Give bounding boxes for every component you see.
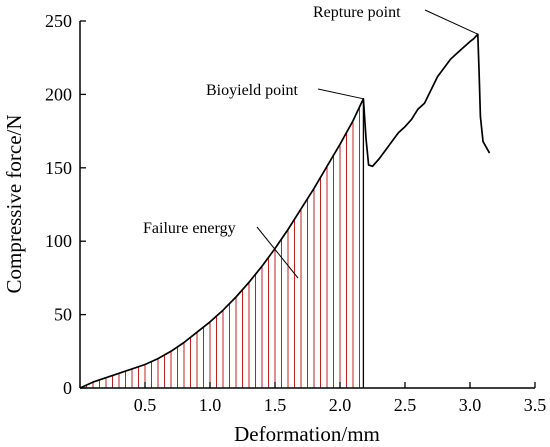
annotation-label: Bioyield point — [206, 82, 299, 99]
annotation-leader-line — [424, 9, 479, 35]
x-tick-label: 3.0 — [459, 395, 482, 415]
x-tick-label: 3.5 — [524, 395, 547, 415]
y-tick-label: 150 — [45, 158, 72, 178]
force-deformation-curve — [79, 33, 491, 389]
x-tick-label: 2.0 — [329, 395, 352, 415]
y-tick-label: 100 — [45, 231, 72, 251]
y-tick-label: 50 — [54, 305, 72, 325]
annotation-leader-line — [256, 226, 299, 279]
y-tick-label: 200 — [45, 84, 72, 104]
y-axis-title: Compressive force/N — [2, 114, 26, 293]
annotations: Bioyield point Repture point Failure energ… — [143, 4, 479, 279]
x-axis-title: Deformation/mm — [234, 422, 380, 446]
x-tick-label: 0.5 — [134, 395, 157, 415]
y-axis-ticks: 0 50 100 150 200 250 — [45, 11, 86, 398]
y-tick-label: 250 — [45, 11, 72, 31]
failure-energy-hatch-region — [86, 107, 360, 388]
x-tick-label: 2.5 — [394, 395, 417, 415]
x-tick-label: 1.0 — [199, 395, 222, 415]
y-tick-label: 0 — [63, 378, 72, 398]
x-tick-label: 1.5 — [264, 395, 287, 415]
annotation-label: Failure energy — [143, 220, 236, 237]
x-axis-ticks: 0.5 1.0 1.5 2.0 2.5 3.0 3.5 — [134, 382, 547, 415]
annotation-leader-line — [317, 88, 364, 100]
annotation-label: Repture point — [313, 4, 401, 21]
